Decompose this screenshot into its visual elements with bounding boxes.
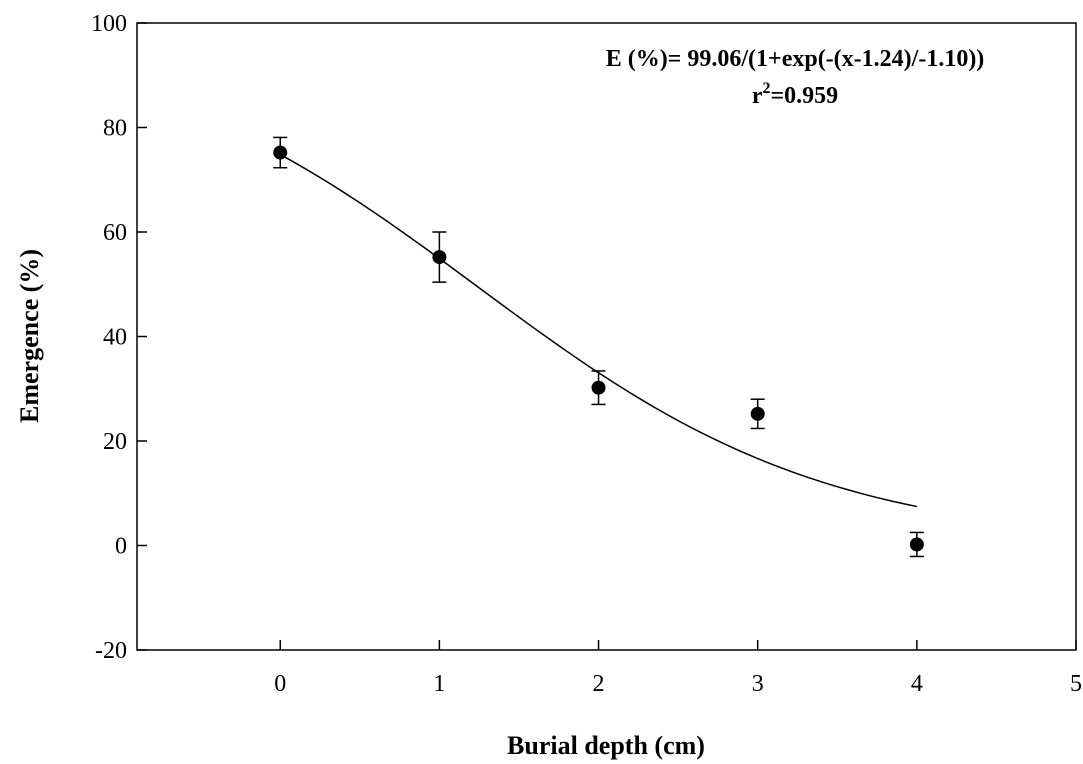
y-tick-label: 20	[103, 429, 127, 455]
y-tick-label: 60	[103, 220, 127, 246]
x-tick-label: 1	[433, 671, 445, 697]
x-tick-label: 4	[911, 671, 923, 697]
y-axis-title: Emergence (%)	[15, 249, 44, 423]
data-point	[750, 406, 765, 421]
x-axis-ticks: 0 1 2 3 4 5	[274, 640, 1082, 697]
data-point	[432, 250, 447, 265]
y-tick-label: -20	[95, 638, 127, 664]
x-axis-title: Burial depth (cm)	[507, 731, 705, 760]
data-point	[591, 380, 606, 395]
plot-frame	[136, 22, 1077, 651]
data-point	[273, 145, 288, 160]
y-axis-ticks: -20 0 20 40 60 80 100	[91, 11, 147, 664]
y-tick-label: 40	[103, 325, 127, 351]
y-tick-label: 0	[115, 534, 127, 560]
fit-curve	[279, 153, 918, 508]
x-tick-label: 0	[274, 671, 286, 697]
x-tick-label: 2	[593, 671, 605, 697]
x-tick-label: 5	[1070, 671, 1082, 697]
fit-equation: E (%)= 99.06/(1+exp(-(x-1.24)/-1.10))	[606, 46, 985, 72]
y-tick-label: 80	[103, 116, 127, 142]
data-points	[273, 136, 924, 558]
x-tick-label: 3	[752, 671, 764, 697]
data-point	[909, 537, 924, 552]
r-squared-label: r2=0.959	[752, 80, 838, 109]
y-tick-label: 100	[91, 11, 127, 37]
